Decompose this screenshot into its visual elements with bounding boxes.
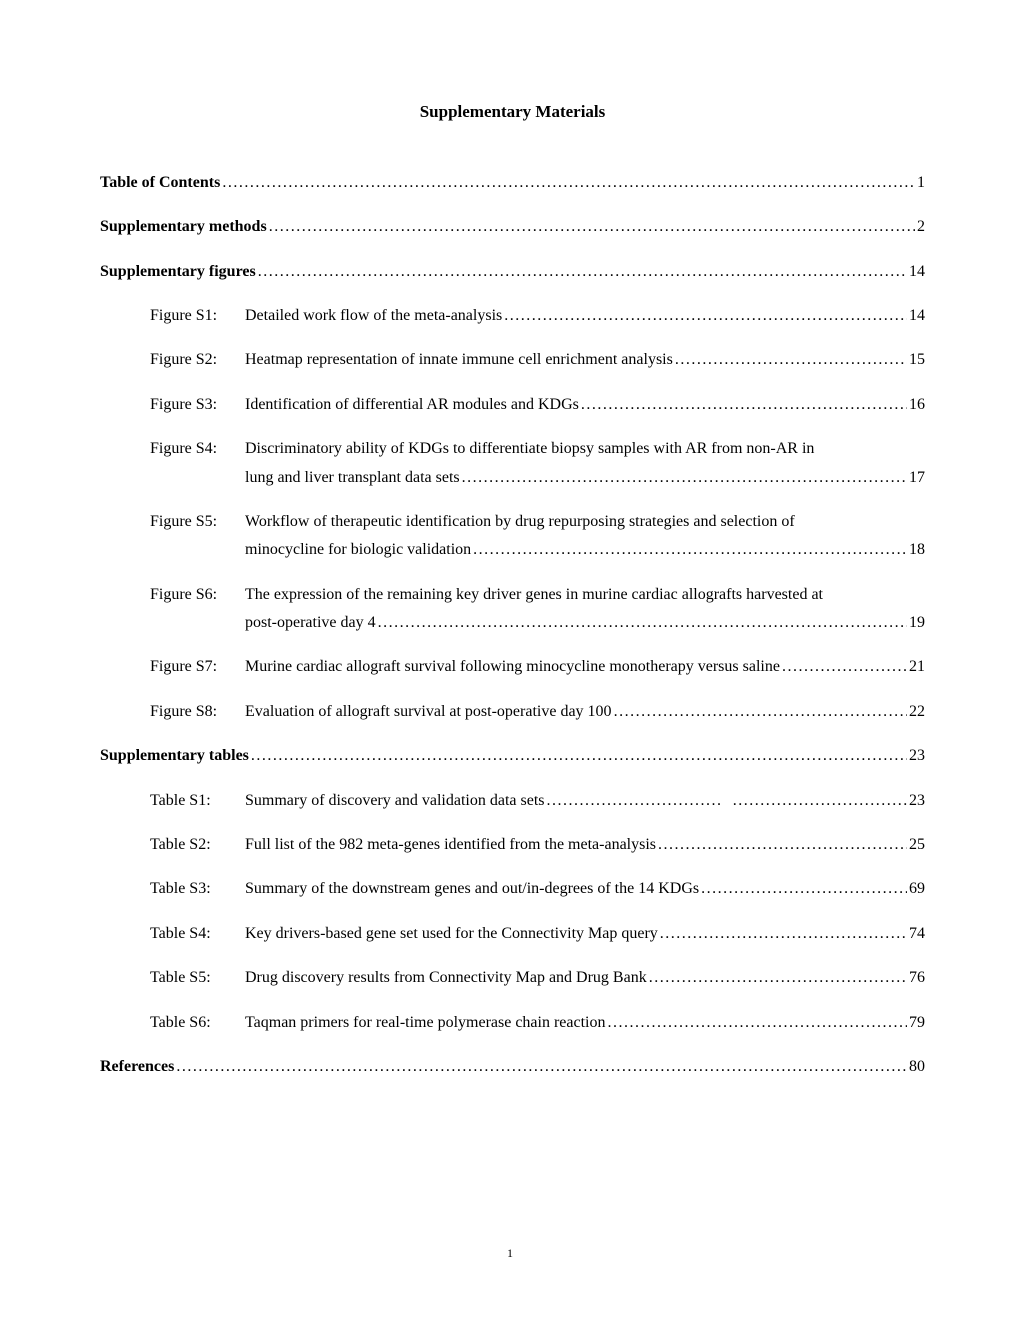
toc-figure-s2: Figure S2: Heatmap representation of inn… — [100, 349, 925, 371]
toc-table-s6: Table S6: Taqman primers for real-time p… — [100, 1012, 925, 1034]
table-label: Taqman primers for real-time polymerase … — [245, 1012, 606, 1034]
table-label: Summary of the downstream genes and out/… — [245, 878, 699, 900]
table-label: Drug discovery results from Connectivity… — [245, 967, 647, 989]
toc-figure-s1: Figure S1: Detailed work flow of the met… — [100, 305, 925, 327]
table-page: 69 — [909, 878, 925, 900]
toc-figure-s8: Figure S8: Evaluation of allograft survi… — [100, 701, 925, 723]
figure-prefix: Figure S5: — [150, 511, 245, 533]
dots: ........................................… — [176, 1056, 907, 1078]
toc-figure-s5-cont: minocycline for biologic validation ....… — [100, 539, 925, 561]
figure-label: Detailed work flow of the meta-analysis — [245, 305, 502, 327]
toc-table-s2: Table S2: Full list of the 982 meta-gene… — [100, 834, 925, 856]
toc-figure-s5: Figure S5: Workflow of therapeutic ident… — [100, 511, 925, 533]
figure-label: Discriminatory ability of KDGs to differ… — [245, 438, 814, 460]
toc-figure-s7: Figure S7: Murine cardiac allograft surv… — [100, 656, 925, 678]
figure-prefix: Figure S7: — [150, 656, 245, 678]
table-page: 25 — [909, 834, 925, 856]
figure-page: 22 — [909, 701, 925, 723]
figure-label2: minocycline for biologic validation — [245, 539, 471, 561]
table-prefix: Table S5: — [150, 967, 245, 989]
figure-prefix: Figure S3: — [150, 394, 245, 416]
dots: ........................................… — [269, 216, 915, 238]
table-page: 74 — [909, 923, 925, 945]
toc-figure-s6: Figure S6: The expression of the remaini… — [100, 584, 925, 606]
toc-page: 23 — [909, 745, 925, 767]
table-page: 76 — [909, 967, 925, 989]
toc-table-s5: Table S5: Drug discovery results from Co… — [100, 967, 925, 989]
dots: ........................................… — [658, 834, 907, 856]
toc-label: Supplementary methods — [100, 216, 267, 238]
figure-label: Heatmap representation of innate immune … — [245, 349, 673, 371]
figure-label2: lung and liver transplant data sets — [245, 467, 460, 489]
dots: ........................................… — [733, 790, 907, 812]
dots: ........................................… — [701, 878, 907, 900]
toc-figure-s4-cont: lung and liver transplant data sets ....… — [100, 467, 925, 489]
dots: ........................................… — [473, 539, 907, 561]
figure-prefix: Figure S2: — [150, 349, 245, 371]
dots: ........................................… — [546, 790, 720, 812]
toc-figures: Supplementary figures ..................… — [100, 261, 925, 283]
table-prefix: Table S3: — [150, 878, 245, 900]
table-prefix: Table S2: — [150, 834, 245, 856]
table-page: 79 — [909, 1012, 925, 1034]
figure-label: The expression of the remaining key driv… — [245, 584, 823, 606]
toc-figure-s6-cont: post-operative day 4 ...................… — [100, 612, 925, 634]
toc-label: Supplementary figures — [100, 261, 256, 283]
dots: ........................................… — [462, 467, 907, 489]
dots: ........................................… — [222, 172, 915, 194]
toc-methods: Supplementary methods ..................… — [100, 216, 925, 238]
table-prefix: Table S1: — [150, 790, 245, 812]
figure-page: 19 — [909, 612, 925, 634]
figure-page: 17 — [909, 467, 925, 489]
dots: ........................................… — [378, 612, 907, 634]
toc-label: References — [100, 1056, 174, 1078]
table-label: Summary of discovery and validation data… — [245, 790, 544, 812]
toc-label: Supplementary tables — [100, 745, 249, 767]
figure-label2: post-operative day 4 — [245, 612, 376, 634]
dots: ........................................… — [649, 967, 907, 989]
toc-page: 1 — [917, 172, 925, 194]
toc-page: 2 — [917, 216, 925, 238]
table-label: Full list of the 982 meta-genes identifi… — [245, 834, 656, 856]
figure-label: Workflow of therapeutic identification b… — [245, 511, 795, 533]
dots: ........................................… — [258, 261, 907, 283]
table-prefix: Table S6: — [150, 1012, 245, 1034]
figure-label: Identification of differential AR module… — [245, 394, 579, 416]
figure-label: Evaluation of allograft survival at post… — [245, 701, 612, 723]
toc-tables-header: Supplementary tables ...................… — [100, 745, 925, 767]
toc-table-s4: Table S4: Key drivers-based gene set use… — [100, 923, 925, 945]
figure-page: 18 — [909, 539, 925, 561]
figure-page: 15 — [909, 349, 925, 371]
table-label: Key drivers-based gene set used for the … — [245, 923, 658, 945]
figure-page: 16 — [909, 394, 925, 416]
figure-prefix: Figure S4: — [150, 438, 245, 460]
dots: ........................................… — [675, 349, 907, 371]
dots: ........................................… — [660, 923, 907, 945]
dots: ........................................… — [614, 701, 907, 723]
figure-page: 14 — [909, 305, 925, 327]
toc-contents: Table of Contents ......................… — [100, 172, 925, 194]
figure-page: 21 — [909, 656, 925, 678]
page-number: 1 — [0, 1245, 1020, 1262]
toc-references: References .............................… — [100, 1056, 925, 1078]
toc-page: 14 — [909, 261, 925, 283]
toc-table-s1: Table S1: Summary of discovery and valid… — [100, 790, 925, 812]
dots: ........................................… — [504, 305, 907, 327]
toc-table-s3: Table S3: Summary of the downstream gene… — [100, 878, 925, 900]
figure-prefix: Figure S1: — [150, 305, 245, 327]
table-page: 23 — [909, 790, 925, 812]
dots: ........................................… — [782, 656, 907, 678]
page-title: Supplementary Materials — [100, 100, 925, 124]
toc-figure-s3: Figure S3: Identification of differentia… — [100, 394, 925, 416]
table-prefix: Table S4: — [150, 923, 245, 945]
dots: ........................................… — [608, 1012, 908, 1034]
figure-prefix: Figure S8: — [150, 701, 245, 723]
toc-figure-s4: Figure S4: Discriminatory ability of KDG… — [100, 438, 925, 460]
figure-prefix: Figure S6: — [150, 584, 245, 606]
dots: ........................................… — [581, 394, 907, 416]
figure-label: Murine cardiac allograft survival follow… — [245, 656, 780, 678]
dots: ........................................… — [251, 745, 907, 767]
toc-page: 80 — [909, 1056, 925, 1078]
toc-label: Table of Contents — [100, 172, 220, 194]
